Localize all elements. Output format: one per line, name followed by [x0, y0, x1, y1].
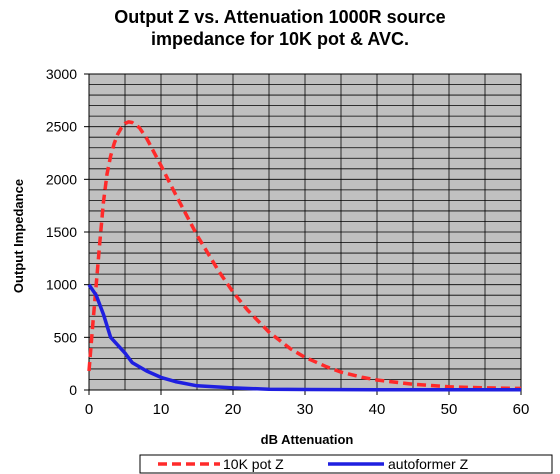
- y-axis-label: Output Impedance: [11, 179, 26, 293]
- chart-title-line-2: impedance for 10K pot & AVC.: [150, 29, 410, 49]
- y-tick-label: 1500: [46, 224, 77, 240]
- y-tick-label: 1000: [46, 277, 77, 293]
- x-tick-label: 40: [369, 401, 386, 418]
- x-axis-label: dB Attenuation: [261, 432, 354, 447]
- chart-title: Output Z vs. Attenuation 1000R source im…: [0, 6, 560, 50]
- x-tick-label: 10: [153, 401, 170, 418]
- x-tick-label: 0: [85, 401, 93, 418]
- legend-label-autoformer: autoformer Z: [388, 456, 469, 472]
- legend-label-10k-pot: 10K pot Z: [223, 456, 284, 472]
- x-tick-label: 50: [441, 401, 458, 418]
- x-tick-label: 20: [225, 401, 242, 418]
- series-lines: [87, 120, 522, 392]
- y-tick-labels: 0 500 1000 1500 2000 2500 3000: [46, 66, 77, 398]
- y-tick-label: 0: [69, 382, 77, 398]
- y-tick-label: 3000: [46, 66, 77, 82]
- chart-title-line-1: Output Z vs. Attenuation 1000R source: [114, 7, 446, 27]
- x-tick-labels: 0 10 20 30 40 50 60: [85, 401, 530, 418]
- y-tick-label: 2500: [46, 119, 77, 135]
- legend: 10K pot Z autoformer Z: [139, 454, 553, 474]
- x-tick-label: 60: [513, 401, 530, 418]
- series-10k-pot-line: [87, 120, 522, 391]
- x-tick-label: 30: [297, 401, 314, 418]
- series-autoformer-line: [87, 283, 521, 392]
- y-tick-label: 2000: [46, 171, 77, 187]
- y-tick-label: 500: [54, 329, 78, 345]
- grid-lines: [84, 73, 522, 395]
